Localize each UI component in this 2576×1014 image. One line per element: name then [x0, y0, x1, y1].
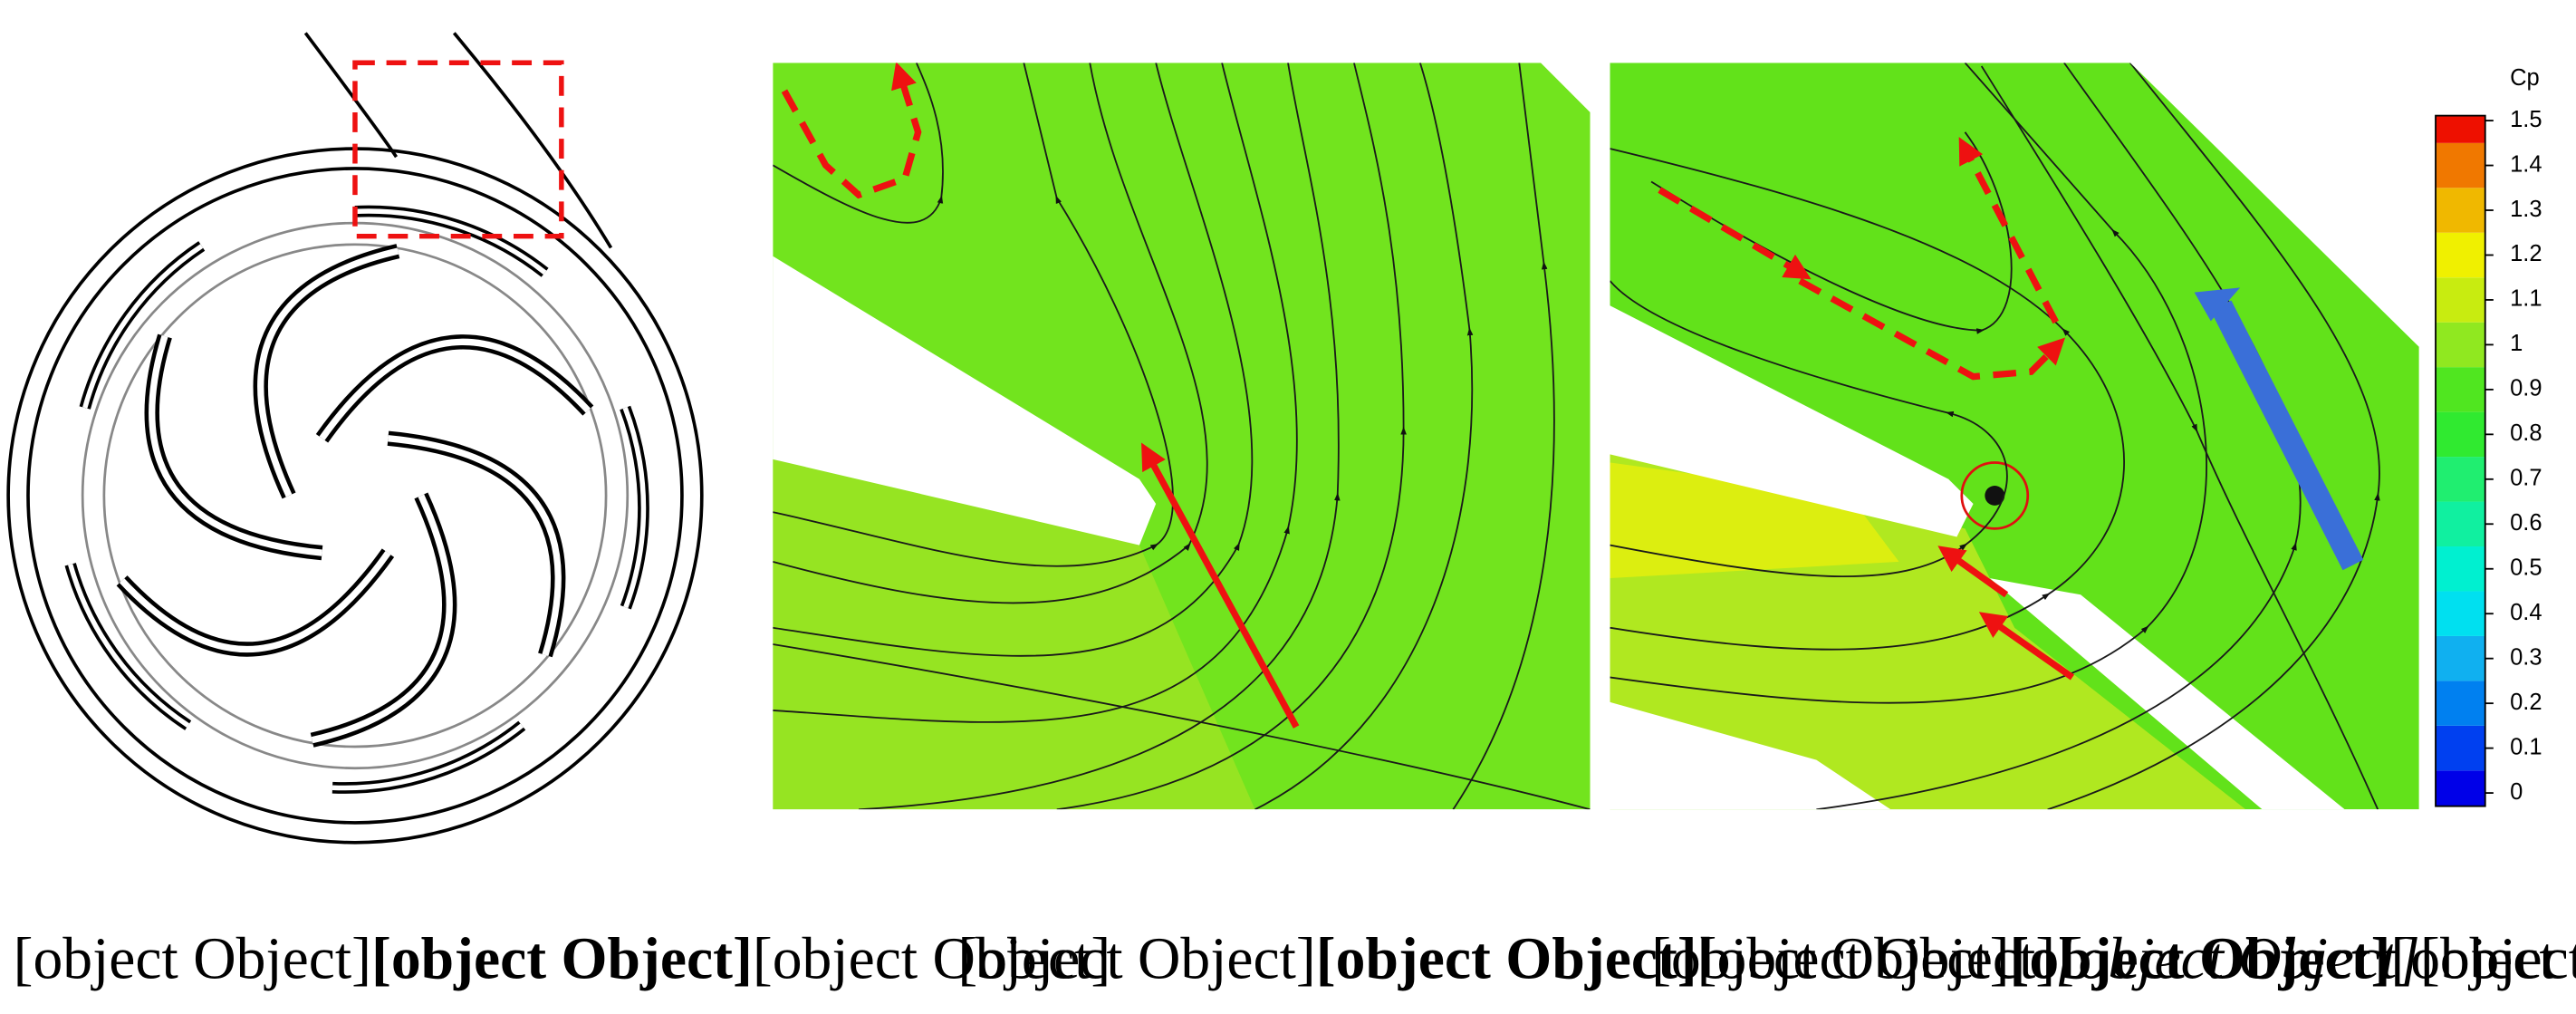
colorbar-tick-label: 0.5	[2510, 555, 2542, 580]
flow-field-b	[773, 63, 1591, 810]
flow-field-c	[1610, 63, 2419, 810]
colorbar-band	[2436, 591, 2485, 636]
colorbar-band	[2436, 232, 2485, 278]
caption-part: [object Object]	[2055, 926, 2420, 991]
caption-part: [object Object]	[1697, 926, 2055, 991]
colorbar-tick-label: 1	[2510, 331, 2523, 356]
colorbar-band	[2436, 770, 2485, 806]
caption-part: [object Object]	[2009, 926, 2390, 991]
colorbar-band	[2436, 188, 2485, 233]
colorbar-band	[2436, 457, 2485, 502]
colorbar-tick-label: 1.5	[2510, 107, 2542, 132]
caption-part: [object Object]	[2420, 926, 2576, 991]
caption-part: [object Object]	[1316, 926, 1697, 991]
colorbar-band	[2436, 546, 2485, 592]
colorbar-title: Cp	[2510, 65, 2540, 91]
caption-part: [object Object]	[1651, 926, 2009, 991]
colorbar-band	[2436, 501, 2485, 547]
colorbar-tick-label: 0	[2510, 779, 2523, 805]
colorbar-band	[2436, 277, 2485, 323]
colorbar-band	[2436, 367, 2485, 412]
colorbar-tick-label: 1.4	[2510, 151, 2542, 177]
caption-part: [object Object]	[957, 926, 1315, 991]
colorbar-frame	[2435, 114, 2486, 807]
colorbar-tick-label: 0.7	[2510, 466, 2542, 491]
colorbar-band	[2436, 635, 2485, 681]
colorbar-tick-label: 0.3	[2510, 644, 2542, 670]
colorbar-tick-label: 0.1	[2510, 734, 2542, 759]
panel-caption: [object Object][object Object][object Ob…	[1651, 926, 2576, 991]
colorbar-tick-label: 0.2	[2510, 690, 2542, 715]
pump-sketch	[6, 32, 704, 845]
colorbar-tick-label: 0.9	[2510, 376, 2542, 401]
colorbar-band	[2436, 681, 2485, 726]
colorbar-band	[2436, 142, 2485, 188]
colorbar: 0 0.1 0.2 0.3 0.4 0.5 0.6 0.7 0.8 0.9 1 1.1 1.2 1.3 1.…	[2435, 65, 2542, 807]
caption-part: [object Object]	[753, 926, 1110, 991]
caption-part: [object Object]	[371, 926, 753, 991]
colorbar-band	[2436, 322, 2485, 368]
colorbar-band	[2436, 725, 2485, 771]
panel-caption: [object Object][object Object][object Ob…	[14, 926, 1111, 991]
captions: [object Object][object Object][object Ob…	[14, 926, 2576, 991]
panel-caption: [object Object][object Object][object Ob…	[957, 926, 2576, 991]
colorbar-tick-label: 1.1	[2510, 286, 2542, 312]
colorbar-tick-label: 0.8	[2510, 420, 2542, 446]
colorbar-tick-label: 0.6	[2510, 510, 2542, 536]
colorbar-band	[2436, 115, 2485, 143]
caption-part: [object Object]	[2390, 926, 2576, 991]
colorbar-tick-label: 1.2	[2510, 241, 2542, 266]
caption-part: [object Object]	[14, 926, 371, 991]
colorbar-tick-label: 0.4	[2510, 600, 2542, 625]
colorbar-band	[2436, 411, 2485, 458]
colorbar-tick-label: 1.3	[2510, 197, 2542, 222]
